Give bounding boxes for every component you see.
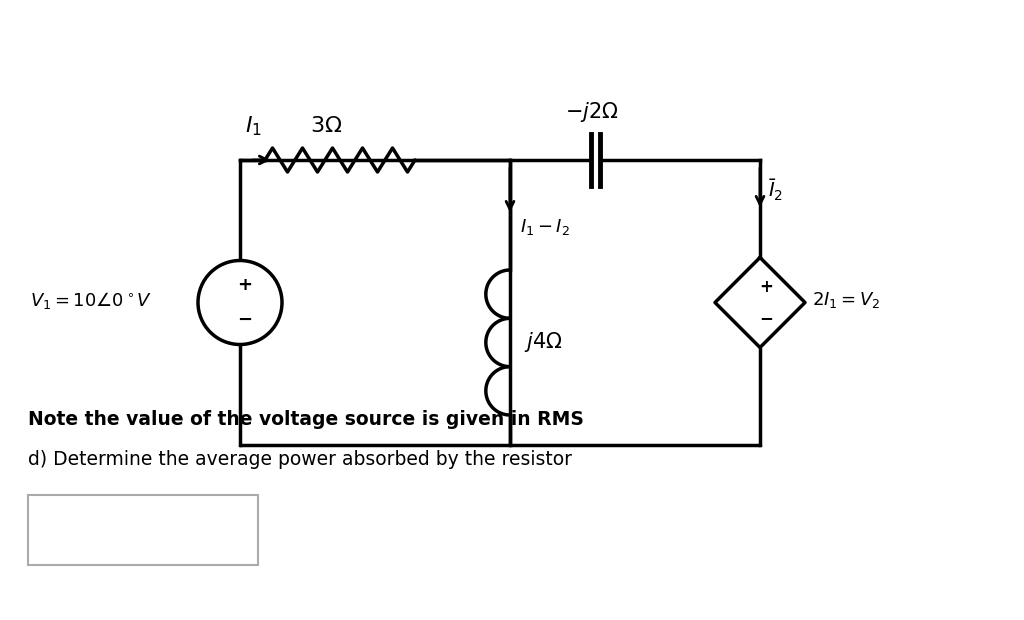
Text: −: − bbox=[238, 311, 253, 329]
Text: $\bar{I}_2$: $\bar{I}_2$ bbox=[768, 178, 783, 203]
Text: $j4\Omega$: $j4\Omega$ bbox=[524, 330, 562, 355]
Text: −: − bbox=[759, 309, 773, 327]
Text: $-j2\Omega$: $-j2\Omega$ bbox=[565, 100, 618, 124]
Text: $I_1$: $I_1$ bbox=[245, 114, 262, 138]
Text: $I_1 - I_2$: $I_1 - I_2$ bbox=[520, 217, 570, 237]
Text: Note the value of the voltage source is given in RMS: Note the value of the voltage source is … bbox=[28, 410, 584, 429]
Text: +: + bbox=[759, 278, 773, 296]
Text: $V_1 = 10 \angle 0^\circ V$: $V_1 = 10 \angle 0^\circ V$ bbox=[30, 290, 153, 311]
Text: +: + bbox=[238, 277, 253, 294]
Circle shape bbox=[198, 260, 282, 345]
Text: $2I_1 = V_2$: $2I_1 = V_2$ bbox=[812, 291, 881, 311]
Text: $3\Omega$: $3\Omega$ bbox=[310, 115, 342, 137]
Polygon shape bbox=[715, 257, 805, 347]
FancyBboxPatch shape bbox=[28, 495, 258, 565]
Text: d) Determine the average power absorbed by the resistor: d) Determine the average power absorbed … bbox=[28, 450, 572, 469]
